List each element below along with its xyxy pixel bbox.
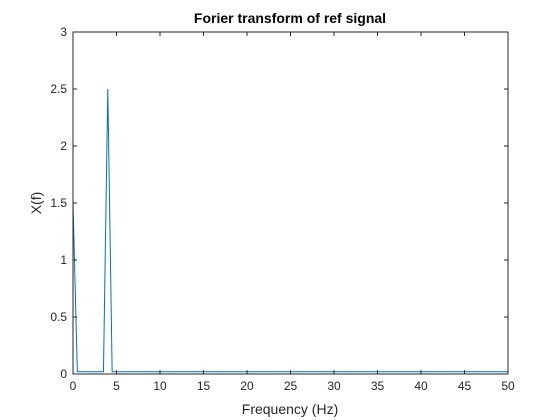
x-tick-label: 10 bbox=[153, 379, 167, 393]
x-tick-label: 5 bbox=[113, 379, 120, 393]
x-tick-label: 35 bbox=[371, 379, 385, 393]
x-tick-label: 15 bbox=[197, 379, 211, 393]
y-tick-label: 1.5 bbox=[50, 196, 67, 210]
chart-title: Forier transform of ref signal bbox=[194, 10, 386, 26]
y-tick-label: 3 bbox=[60, 25, 67, 39]
y-axis-label: X(f) bbox=[28, 192, 44, 215]
y-tick-label: 1 bbox=[60, 253, 67, 267]
x-tick-label: 0 bbox=[70, 379, 77, 393]
x-tick-label: 40 bbox=[414, 379, 428, 393]
x-tick-label: 30 bbox=[327, 379, 341, 393]
y-tick-label: 2 bbox=[60, 139, 67, 153]
series-line-0 bbox=[72, 88, 508, 373]
x-axis-label: Frequency (Hz) bbox=[242, 401, 338, 417]
y-tick-label: 0 bbox=[60, 367, 67, 381]
x-tick-label: 45 bbox=[458, 379, 472, 393]
x-tick-label: 20 bbox=[240, 379, 254, 393]
y-tick-label: 0.5 bbox=[50, 310, 67, 324]
plot-area bbox=[73, 32, 508, 374]
y-ticks: 0 0.5 1 1.5 2 2.5 3 bbox=[50, 25, 508, 381]
x-ticks: 0 5 10 15 20 25 30 35 40 45 50 bbox=[70, 32, 515, 393]
series-layer bbox=[72, 88, 508, 373]
x-tick-label: 50 bbox=[501, 379, 515, 393]
y-tick-label: 2.5 bbox=[50, 82, 67, 96]
x-tick-label: 25 bbox=[284, 379, 298, 393]
